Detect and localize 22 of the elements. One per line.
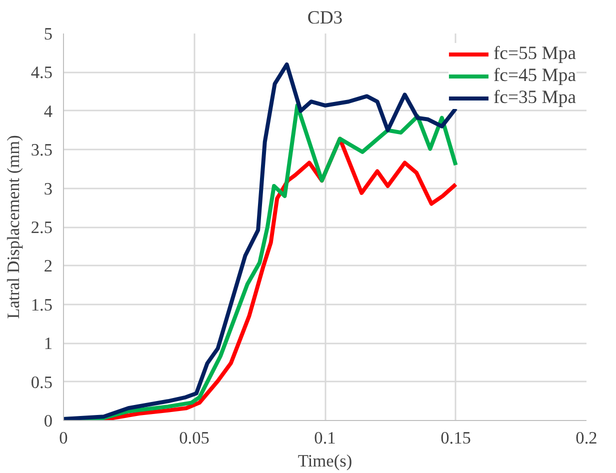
y-tick-label: 1.5 xyxy=(30,295,53,314)
y-tick-label: 0.5 xyxy=(30,372,53,392)
chart-title: CD3 xyxy=(307,8,343,28)
y-tick-label: 2 xyxy=(44,256,53,276)
y-tick-label: 2.5 xyxy=(30,218,53,237)
y-axis-title: Latral Displacement (mm) xyxy=(4,134,23,319)
y-tick-label: 3 xyxy=(44,179,53,198)
y-tick-label: 5 xyxy=(44,24,53,44)
y-tick-label: 4 xyxy=(44,102,53,121)
y-tick-label: 4.5 xyxy=(30,63,53,82)
x-tick-label: 0.2 xyxy=(576,428,598,448)
legend-label: fc=35 Mpa xyxy=(493,87,576,109)
legend-label: fc=45 Mpa xyxy=(493,65,576,87)
y-tick-label: 0 xyxy=(44,412,53,430)
y-tick-label: 1 xyxy=(44,334,53,354)
x-tick-label: 0.1 xyxy=(314,428,336,448)
x-tick-label: 0.15 xyxy=(440,428,471,448)
x-axis-title: Time(s) xyxy=(298,452,352,470)
x-tick-label: 0 xyxy=(59,428,68,448)
y-tick-label: 3.5 xyxy=(30,140,53,160)
legend-label: fc=55 Mpa xyxy=(493,43,576,65)
x-tick-label: 0.05 xyxy=(179,428,210,448)
